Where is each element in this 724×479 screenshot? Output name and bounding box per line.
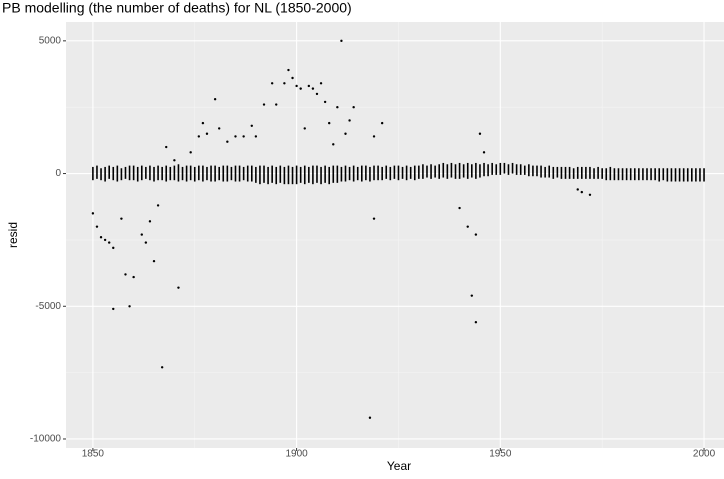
point: [173, 159, 176, 162]
point: [189, 151, 192, 154]
point: [458, 206, 461, 210]
point: [201, 121, 205, 125]
point: [323, 100, 327, 104]
point: [177, 286, 180, 289]
point: [478, 132, 482, 135]
point: [132, 275, 135, 279]
point: [295, 84, 298, 88]
y-tick-label: -10000: [30, 434, 62, 445]
point: [340, 39, 343, 43]
point: [217, 127, 221, 130]
point: [291, 76, 294, 80]
point: [160, 366, 164, 369]
point: [348, 119, 351, 122]
point: [315, 92, 319, 96]
point: [470, 294, 474, 297]
y-tick-label: 5000: [39, 35, 62, 46]
point: [262, 103, 266, 106]
point: [213, 98, 217, 101]
point: [328, 121, 331, 125]
point: [144, 241, 148, 244]
point: [250, 124, 253, 127]
x-tick-label: 2000: [693, 449, 716, 460]
x-tick-label: 1950: [489, 449, 512, 460]
y-tick-label: -5000: [35, 301, 61, 312]
point: [474, 233, 478, 236]
point: [336, 106, 339, 109]
point: [128, 305, 131, 308]
point: [112, 307, 115, 311]
point: [197, 135, 201, 138]
point: [234, 135, 237, 138]
y-axis-label: resid: [6, 222, 20, 248]
point: [311, 87, 315, 90]
point: [205, 132, 209, 135]
point: [466, 225, 469, 228]
point: [368, 416, 372, 419]
point: [270, 82, 274, 85]
point: [372, 135, 376, 138]
point: [588, 193, 592, 196]
panel: [66, 22, 724, 448]
point: [287, 68, 290, 72]
point: [352, 106, 355, 109]
point: [165, 145, 168, 149]
point: [307, 84, 311, 88]
point: [112, 246, 115, 250]
point: [242, 135, 245, 138]
point: [152, 259, 156, 263]
point: [95, 225, 99, 228]
point: [124, 273, 127, 276]
point: [91, 212, 95, 215]
x-tick-label: 1850: [82, 449, 105, 460]
point: [332, 143, 335, 146]
point: [319, 82, 323, 85]
point: [372, 217, 376, 220]
point: [120, 217, 123, 220]
point: [156, 204, 160, 207]
point: [148, 220, 152, 223]
point: [275, 103, 278, 106]
point: [482, 151, 486, 154]
x-axis-label: Year: [387, 459, 411, 473]
x-tick-label: 1900: [285, 449, 308, 460]
point: [344, 132, 347, 135]
point: [254, 135, 258, 138]
point: [299, 87, 302, 90]
point: [140, 233, 143, 236]
point: [474, 320, 478, 324]
point: [580, 190, 584, 194]
point: [380, 121, 384, 125]
point: [576, 188, 579, 191]
point: [283, 82, 286, 85]
y-tick-label: 0: [55, 168, 61, 179]
point: [107, 241, 111, 244]
point: [99, 236, 103, 239]
point: [226, 140, 229, 143]
chart-title: PB modelling (the number of deaths) for …: [2, 0, 352, 16]
point: [103, 238, 107, 242]
point: [303, 127, 306, 130]
